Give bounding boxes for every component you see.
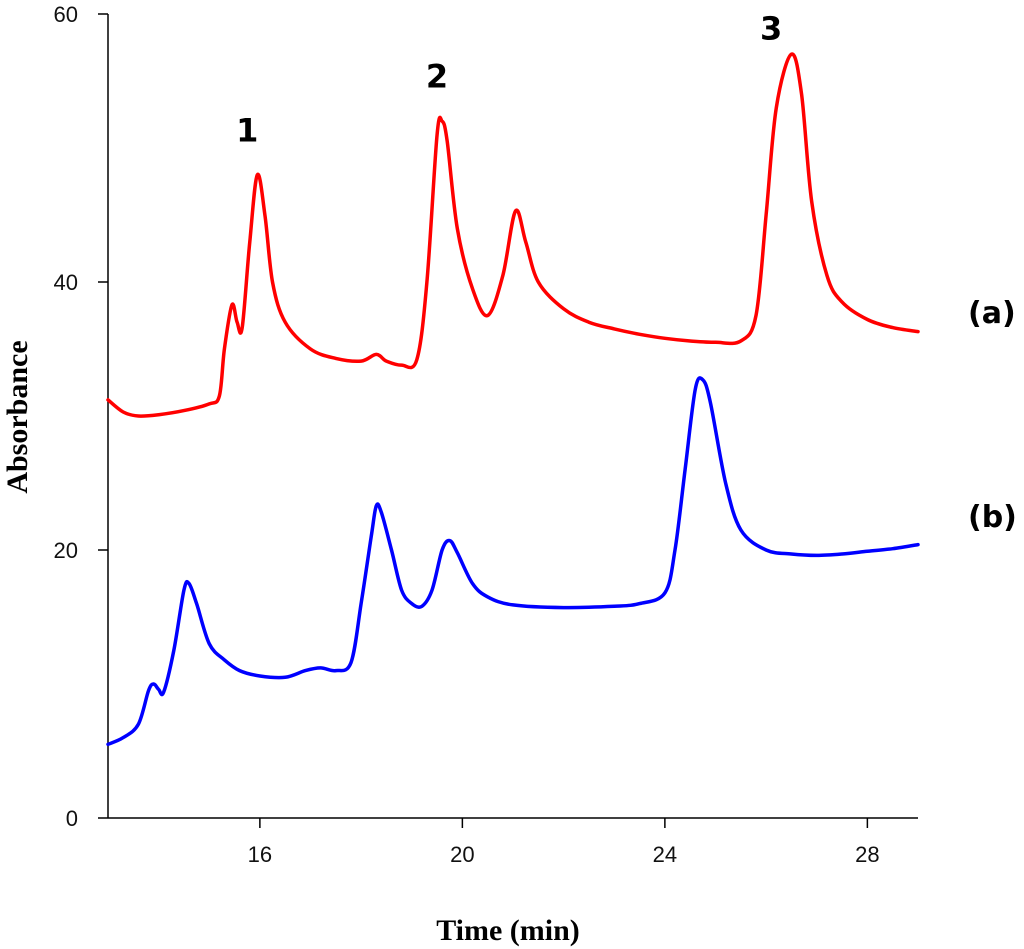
series-label-b: (b) — [968, 500, 1017, 535]
y-tick-label: 60 — [54, 2, 78, 27]
x-tick-label: 16 — [248, 842, 272, 867]
y-tick-label: 20 — [54, 538, 78, 563]
x-tick-label: 24 — [653, 842, 677, 867]
axes — [107, 14, 918, 819]
y-axis-title: Absorbance — [1, 340, 34, 493]
y-tick-label: 40 — [54, 270, 78, 295]
annotations: 1 2 3 — [236, 9, 782, 149]
x-ticks: 16 20 24 28 — [248, 818, 880, 867]
y-ticks: 0 20 40 60 — [54, 2, 108, 831]
x-axis-title: Time (min) — [436, 914, 580, 947]
peak-label-3: 3 — [760, 9, 782, 47]
x-tick-label: 28 — [855, 842, 879, 867]
peak-label-2: 2 — [426, 58, 448, 96]
peak-label-1: 1 — [236, 111, 258, 149]
series-line-b — [106, 376, 920, 747]
series-line-a — [106, 52, 920, 418]
series-label-a: (a) — [968, 296, 1016, 331]
series-group — [106, 52, 920, 747]
y-tick-label: 0 — [66, 806, 78, 831]
x-tick-label: 20 — [450, 842, 474, 867]
